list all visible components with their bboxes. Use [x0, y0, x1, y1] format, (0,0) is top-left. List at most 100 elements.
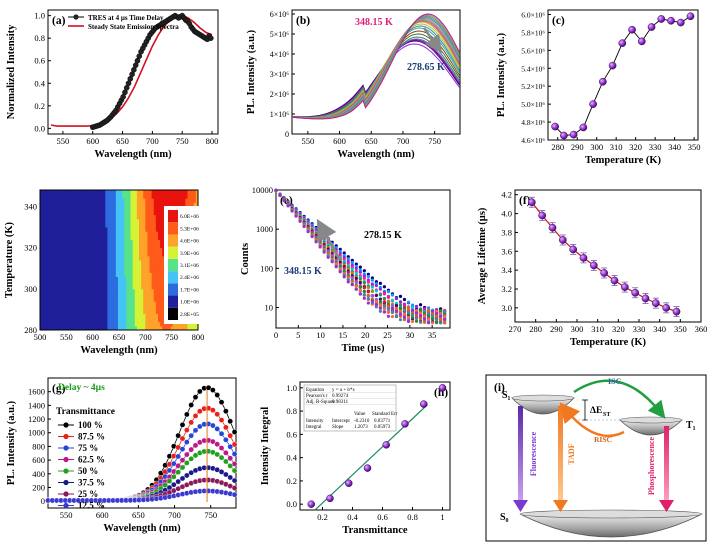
- heatmap-cell: [157, 305, 161, 310]
- heatmap-cell: [139, 202, 142, 207]
- heatmap-cell: [151, 231, 155, 236]
- heatmap-cell: [77, 206, 81, 212]
- heatmap-cell: [98, 235, 102, 240]
- heatmap-cell: [132, 288, 136, 294]
- heatmap-cell: [147, 222, 151, 228]
- heatmap-cell: [132, 227, 136, 232]
- plot-frame: [547, 9, 699, 141]
- heatmap-cell: [48, 280, 52, 286]
- heatmap-cell: [136, 255, 140, 261]
- heatmap-cell: [117, 276, 121, 282]
- legend-marker: [63, 445, 69, 451]
- heatmap-cell: [128, 325, 132, 331]
- heatmap-cell: [58, 260, 62, 265]
- heatmap-cell: [86, 280, 89, 286]
- heatmap-cell: [115, 247, 119, 253]
- heatmap-cell: [84, 210, 87, 216]
- legend-marker: [63, 479, 69, 486]
- heatmap-cell: [117, 194, 121, 199]
- y-tick-label: 3.0: [501, 303, 512, 313]
- heatmap-cell: [48, 202, 52, 207]
- heatmap-cell: [52, 231, 56, 236]
- heatmap-cell: [155, 231, 159, 236]
- data-point-tres: [208, 35, 214, 41]
- heatmap-cell: [132, 280, 136, 286]
- heatmap-cell: [46, 210, 49, 216]
- heatmap-cell: [105, 288, 108, 294]
- data-point: [179, 475, 186, 482]
- y-tick-label: 300: [24, 284, 37, 294]
- data-point: [197, 408, 203, 415]
- heatmap-cell: [143, 321, 146, 327]
- heatmap-cell: [40, 218, 43, 224]
- heatmap-cell: [132, 247, 136, 253]
- heatmap-cell: [71, 288, 75, 294]
- heatmap-cell: [44, 313, 47, 319]
- heatmap-cell: [80, 284, 83, 290]
- heatmap-cell: [157, 317, 161, 323]
- heatmap-cell: [67, 280, 70, 286]
- heatmap-cell: [77, 194, 81, 199]
- heatmap-cell: [90, 297, 94, 302]
- heatmap-cell: [157, 284, 161, 290]
- heatmap-cell: [67, 288, 70, 294]
- heatmap-cell: [149, 255, 153, 261]
- plot-frame: [299, 381, 451, 511]
- heatmap-cell: [46, 231, 49, 236]
- heatmap-cell: [160, 276, 163, 282]
- heatmap-cell: [44, 198, 47, 203]
- heatmap-cell: [75, 325, 79, 331]
- heatmap-cell: [134, 325, 138, 331]
- heatmap-cell: [52, 313, 56, 319]
- heatmap-cell: [77, 284, 81, 290]
- decay-point: [370, 299, 374, 303]
- heatmap-cell: [157, 321, 161, 327]
- heatmap-cell: [48, 321, 52, 327]
- heatmap-cell: [189, 194, 193, 199]
- heatmap-cell: [115, 317, 119, 323]
- data-point: [210, 407, 216, 413]
- heatmap-cell: [145, 243, 148, 249]
- heatmap-cell: [145, 235, 148, 240]
- data-point: [420, 400, 428, 408]
- heatmap-cell: [96, 301, 100, 306]
- heatmap-cell: [115, 202, 119, 207]
- heatmap-cell: [115, 321, 119, 327]
- heatmap-cell: [75, 210, 79, 216]
- heatmap-cell: [46, 218, 49, 224]
- heatmap-cell: [185, 202, 188, 207]
- heatmap-cell: [50, 272, 54, 277]
- data-point: [227, 432, 234, 439]
- x-tick-label: 0.6: [377, 512, 388, 522]
- heatmap-cell: [160, 317, 163, 323]
- heatmap-cell: [113, 243, 117, 249]
- fluorescence-arrowhead: [513, 500, 528, 512]
- decay-point: [346, 280, 350, 284]
- heatmap-cell: [84, 272, 87, 277]
- heatmap-cell: [69, 268, 73, 273]
- heatmap-cell: [122, 222, 125, 228]
- heatmap-cell: [126, 198, 129, 203]
- heatmap-cell: [67, 292, 70, 298]
- heatmap-cell: [54, 202, 58, 207]
- heatmap-cell: [157, 325, 161, 331]
- heatmap-cell: [105, 222, 108, 228]
- heatmap-cell: [124, 268, 127, 273]
- heatmap-cell: [107, 288, 111, 294]
- heatmap-cell: [113, 284, 117, 290]
- heatmap-cell: [58, 301, 62, 306]
- heatmap-cell: [50, 321, 54, 327]
- heatmap-cell: [69, 276, 73, 282]
- heatmap-cell: [86, 206, 89, 212]
- heatmap-cell: [134, 247, 138, 253]
- heatmap-cell: [67, 251, 70, 257]
- heatmap-cell: [151, 255, 155, 261]
- heatmap-cell: [139, 247, 142, 253]
- heatmap-cell: [101, 317, 104, 323]
- heatmap-cell: [58, 280, 62, 286]
- heatmap-cell: [134, 222, 138, 228]
- heatmap-cell: [168, 190, 172, 195]
- decay-point: [418, 320, 423, 324]
- heatmap-cell: [145, 321, 148, 327]
- decay-point: [314, 240, 318, 244]
